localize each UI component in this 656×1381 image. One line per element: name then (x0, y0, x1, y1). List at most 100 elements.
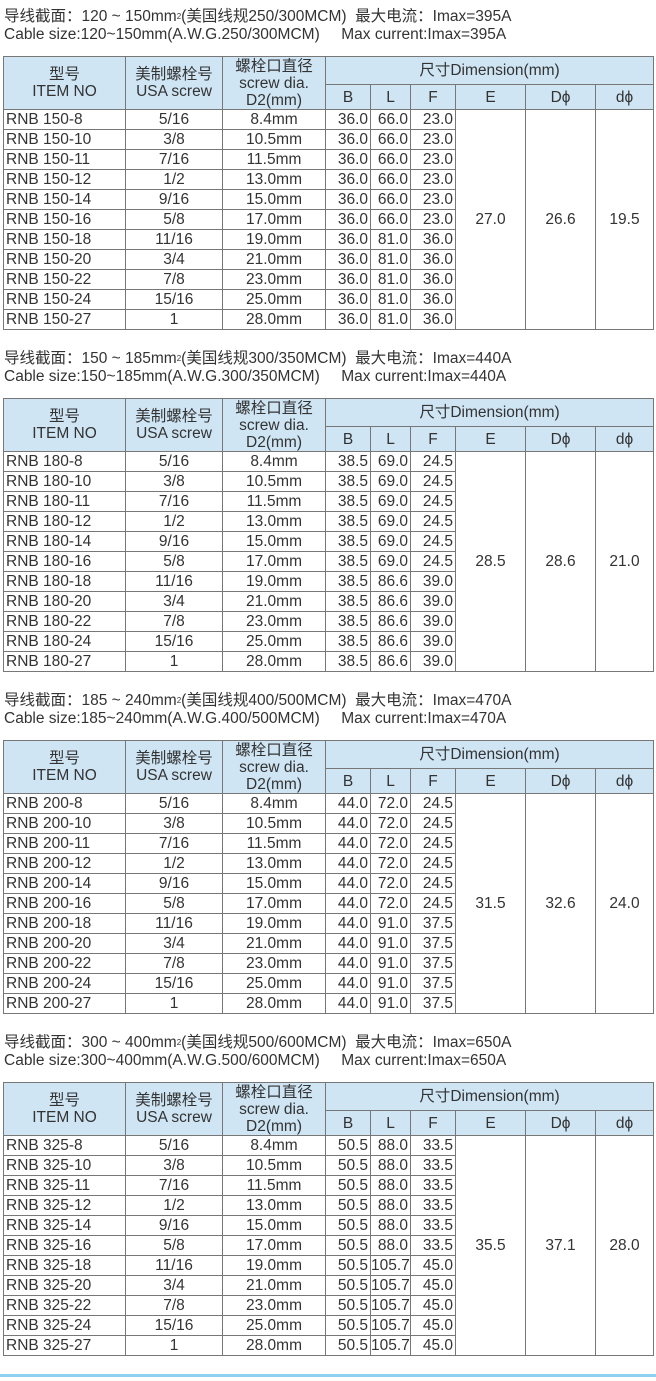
usa-screw: 9/16 (125, 189, 223, 210)
spec-table: 型号 ITEM NO 美制螺栓号 USA screw 螺栓口直径 screw dia.… (3, 56, 654, 330)
item-no: RNB 150-16 (3, 209, 126, 230)
header-d: dϕ (595, 84, 654, 110)
usa-screw: 15/16 (125, 631, 223, 652)
header-dimension: 尺寸Dimension(mm) (325, 398, 654, 427)
item-no: RNB 180-24 (3, 631, 126, 652)
bottom-divider (0, 1374, 656, 1377)
dim-l: 86.6 (370, 571, 411, 592)
table-row: RNB 180-18 11/16 19.0mm 38.5 86.6 39.0 (3, 571, 654, 592)
dim-b: 38.5 (325, 511, 371, 532)
screw-dia: 15.0mm (222, 1215, 326, 1236)
screw-dia: 17.0mm (222, 893, 326, 914)
dim-f: 37.5 (410, 933, 456, 954)
dim-l: 69.0 (370, 511, 411, 532)
dim-d-inner: 28.0 (595, 1135, 654, 1356)
section-title-en: Cable size:150~185mm(A.W.G.300/350MCM) M… (4, 368, 507, 385)
dim-b: 50.5 (325, 1335, 371, 1356)
screw-dia: 21.0mm (222, 1275, 326, 1296)
dim-f: 24.5 (410, 873, 456, 894)
dim-b: 44.0 (325, 953, 371, 974)
title-cn-size: 导线截面：300 ~ 400mm (4, 1034, 177, 1051)
header-row: 型号 ITEM NO 美制螺栓号 USA screw 螺栓口直径 screw dia.… (3, 398, 654, 452)
dim-b: 50.5 (325, 1275, 371, 1296)
dim-e: 28.5 (455, 451, 526, 672)
table-row: RNB 180-14 9/16 15.0mm 38.5 69.0 24.5 (3, 531, 654, 552)
dim-f: 24.5 (410, 853, 456, 874)
item-no: RNB 200-14 (3, 873, 126, 894)
dim-d-outer: 26.6 (525, 109, 596, 330)
item-no: RNB 200-11 (3, 833, 126, 854)
header-D: Dϕ (525, 84, 596, 110)
table-row: RNB 325-8 5/16 8.4mm 50.5 88.0 33.5 35.5… (3, 1135, 654, 1356)
dim-b: 44.0 (325, 813, 371, 834)
dim-f: 39.0 (410, 571, 456, 592)
dim-b: 44.0 (325, 893, 371, 914)
dim-l: 72.0 (370, 853, 411, 874)
item-no: RNB 200-27 (3, 993, 126, 1014)
table-row: RNB 325-24 15/16 25.0mm 50.5 105.7 45.0 (3, 1315, 654, 1336)
screw-dia: 21.0mm (222, 591, 326, 612)
dim-f: 23.0 (410, 189, 456, 210)
dim-l: 66.0 (370, 209, 411, 230)
dim-f: 33.5 (410, 1155, 456, 1176)
usa-screw: 9/16 (125, 873, 223, 894)
screw-dia: 11.5mm (222, 833, 326, 854)
header-screw: 美制螺栓号 USA screw (125, 398, 223, 452)
item-no: RNB 150-20 (3, 249, 126, 270)
dim-l: 81.0 (370, 229, 411, 250)
header-L: L (370, 1110, 411, 1136)
dim-b: 36.0 (325, 209, 371, 230)
screw-dia: 8.4mm (222, 793, 326, 814)
dim-f: 36.0 (410, 269, 456, 290)
item-no: RNB 325-27 (3, 1335, 126, 1356)
dim-l: 81.0 (370, 309, 411, 330)
screw-dia: 13.0mm (222, 1195, 326, 1216)
item-no: RNB 150-24 (3, 289, 126, 310)
dim-b: 44.0 (325, 833, 371, 854)
table-row: RNB 180-27 1 28.0mm 38.5 86.6 39.0 (3, 651, 654, 672)
usa-screw: 3/4 (125, 249, 223, 270)
dim-l: 88.0 (370, 1235, 411, 1256)
dim-f: 45.0 (410, 1315, 456, 1336)
header-screw: 美制螺栓号 USA screw (125, 740, 223, 794)
usa-screw: 1 (125, 309, 223, 330)
table-row: RNB 150-11 7/16 11.5mm 36.0 66.0 23.0 (3, 149, 654, 170)
item-no: RNB 200-16 (3, 893, 126, 914)
dim-f: 24.5 (410, 793, 456, 814)
dim-d-inner: 21.0 (595, 451, 654, 672)
item-no: RNB 200-22 (3, 953, 126, 974)
usa-screw: 5/16 (125, 109, 223, 130)
header-screw: 美制螺栓号 USA screw (125, 1082, 223, 1136)
usa-screw: 5/8 (125, 551, 223, 572)
usa-screw: 3/4 (125, 933, 223, 954)
dim-f: 33.5 (410, 1215, 456, 1236)
header-d: dϕ (595, 426, 654, 452)
dim-b: 36.0 (325, 229, 371, 250)
dim-b: 38.5 (325, 591, 371, 612)
item-no: RNB 200-8 (3, 793, 126, 814)
header-item: 型号 ITEM NO (3, 1082, 126, 1136)
header-dia: 螺栓口直径 screw dia. D2(mm) (222, 398, 326, 452)
spec-table: 型号 ITEM NO 美制螺栓号 USA screw 螺栓口直径 screw dia.… (3, 1082, 654, 1356)
dim-b: 38.5 (325, 651, 371, 672)
screw-dia: 23.0mm (222, 1295, 326, 1316)
dim-b: 36.0 (325, 149, 371, 170)
screw-dia: 10.5mm (222, 471, 326, 492)
usa-screw: 1 (125, 651, 223, 672)
header-d: dϕ (595, 768, 654, 794)
cable-section: 导线截面：120 ~ 150mm2(美国线规250/300MCM) 最大电流：I… (0, 0, 656, 342)
dim-l: 81.0 (370, 269, 411, 290)
dim-f: 45.0 (410, 1255, 456, 1276)
dim-f: 23.0 (410, 209, 456, 230)
header-subrow: B L F E Dϕ dϕ (4, 426, 654, 452)
dim-l: 72.0 (370, 833, 411, 854)
dim-b: 36.0 (325, 109, 371, 130)
screw-dia: 21.0mm (222, 933, 326, 954)
dim-b: 38.5 (325, 631, 371, 652)
title-cn-rest: (美国线规250/300MCM) 最大电流：Imax=395A (181, 8, 512, 25)
dim-f: 37.5 (410, 973, 456, 994)
screw-dia: 10.5mm (222, 813, 326, 834)
dim-b: 44.0 (325, 853, 371, 874)
dim-b: 38.5 (325, 611, 371, 632)
dim-f: 33.5 (410, 1195, 456, 1216)
